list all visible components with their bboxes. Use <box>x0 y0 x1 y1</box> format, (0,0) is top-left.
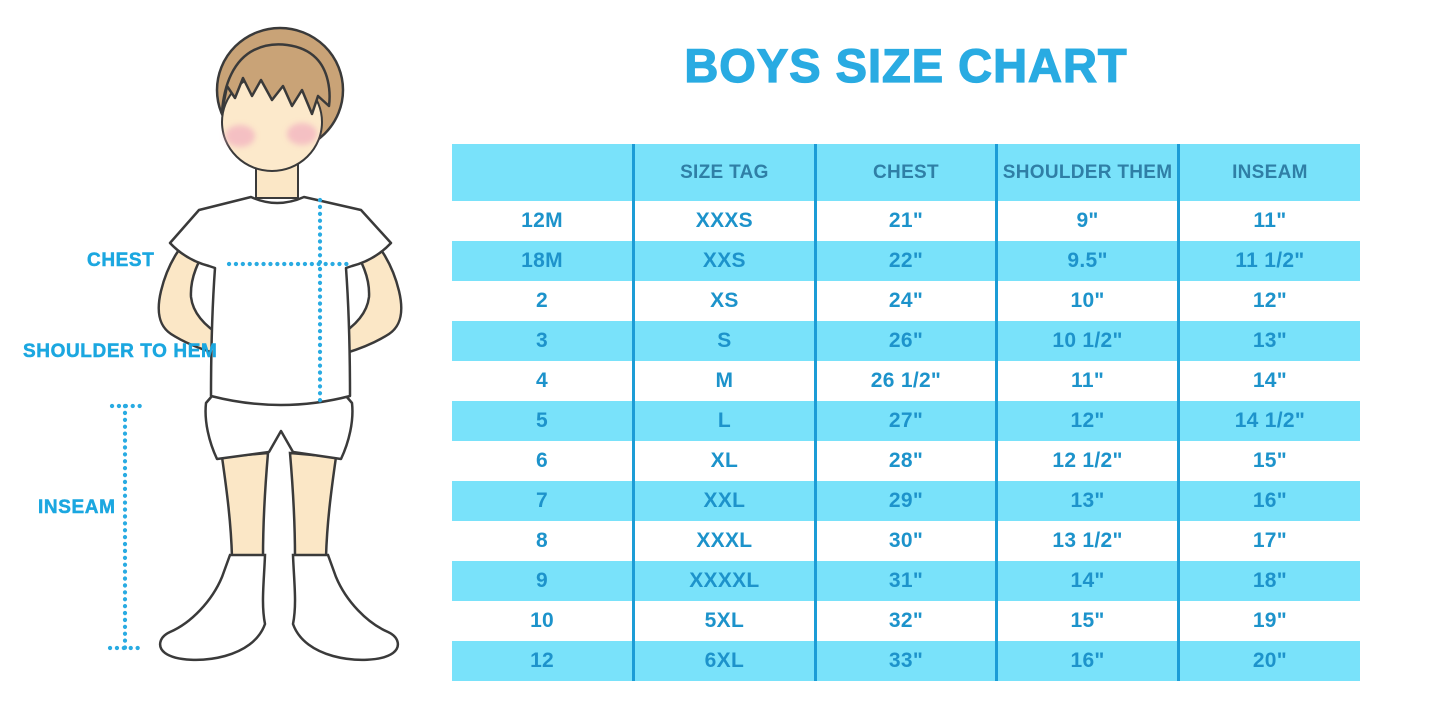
measurement-lines <box>107 197 354 651</box>
table-cell: 12 <box>530 649 555 672</box>
blush-right <box>287 123 317 145</box>
table-cell: 16" <box>1176 481 1360 521</box>
table-cell: 3 <box>536 329 549 352</box>
table-cell: 13 1/2" <box>995 521 1179 561</box>
column-header-size-tag: SIZE TAG <box>632 144 816 201</box>
table-cell: 21" <box>813 201 997 241</box>
table-cell: 2 <box>536 289 549 312</box>
table-cell: 5XL <box>632 601 816 641</box>
table-cell: 14" <box>995 561 1179 601</box>
table-row: 5 L 27" 12" 14 1/2" <box>452 401 1360 441</box>
right-sock <box>291 553 400 662</box>
table-cell: 12 1/2" <box>995 441 1179 481</box>
blush-left <box>225 125 255 147</box>
table-cell: 9.5" <box>995 241 1179 281</box>
table-cell: 24" <box>813 281 997 321</box>
table-cell: 10" <box>995 281 1179 321</box>
table-cell: M <box>632 361 816 401</box>
header-row: SIZE TAG CHEST SHOULDER THEM INSEAM <box>452 144 1360 201</box>
column-header-chest: CHEST <box>813 144 997 201</box>
table-cell: XXL <box>632 481 816 521</box>
table-row: 8 XXXL 30" 13 1/2" 17" <box>452 521 1360 561</box>
table-cell: 19" <box>1176 601 1360 641</box>
table-cell: 11 1/2" <box>1176 241 1360 281</box>
table-cell: 17" <box>1176 521 1360 561</box>
column-header-size <box>452 144 634 201</box>
table-cell: 11" <box>995 361 1179 401</box>
boy-figure-svg <box>107 26 403 662</box>
table-cell: 31" <box>813 561 997 601</box>
table-row: 6 XL 28" 12 1/2" 15" <box>452 441 1360 481</box>
table-cell: 27" <box>813 401 997 441</box>
left-sock <box>158 553 267 662</box>
t-shirt <box>168 195 393 407</box>
table-cell: XXXXL <box>632 561 816 601</box>
table-cell: L <box>632 401 816 441</box>
table-cell: S <box>632 321 816 361</box>
table-cell: 14 1/2" <box>1176 401 1360 441</box>
table-row: 9 XXXXL 31" 14" 18" <box>452 561 1360 601</box>
table-cell: 18" <box>1176 561 1360 601</box>
table-row: 18M XXS 22" 9.5" 11 1/2" <box>452 241 1360 281</box>
chest-label: CHEST <box>87 250 155 272</box>
table-cell: 26" <box>813 321 997 361</box>
table-cell: 9 <box>536 569 549 592</box>
table-cell: 15" <box>1176 441 1360 481</box>
table-cell: 4 <box>536 369 549 392</box>
table-row: 12M XXXS 21" 9" 11" <box>452 201 1360 241</box>
table-cell: 10 1/2" <box>995 321 1179 361</box>
table-cell: 30" <box>813 521 997 561</box>
table-row: 7 XXL 29" 13" 16" <box>452 481 1360 521</box>
table-row: 4 M 26 1/2" 11" 14" <box>452 361 1360 401</box>
table-cell: 7 <box>536 489 549 512</box>
table-cell: XL <box>632 441 816 481</box>
table-cell: 5 <box>536 409 549 432</box>
shoulder-to-hem-label: SHOULDER TO HEM <box>23 341 218 363</box>
table-cell: 12M <box>521 209 563 232</box>
table-cell: 10 <box>530 609 555 632</box>
hair-fringe <box>220 43 331 116</box>
left-leg <box>220 451 270 559</box>
table-cell: 29" <box>813 481 997 521</box>
column-header-shoulder: SHOULDER THEM <box>995 144 1179 201</box>
table-cell: 18M <box>521 249 563 272</box>
table-cell: 6XL <box>632 641 816 681</box>
inseam-label: INSEAM <box>38 497 116 519</box>
size-chart-table: SIZE TAG CHEST SHOULDER THEM INSEAM 12M … <box>452 144 1360 681</box>
table-row: 2 XS 24" 10" 12" <box>452 281 1360 321</box>
table-cell: XXS <box>632 241 816 281</box>
table-cell: 8 <box>536 529 549 552</box>
table-cell: 12" <box>1176 281 1360 321</box>
left-arm <box>157 228 225 355</box>
table-cell: 12" <box>995 401 1179 441</box>
boy-illustration: CHEST SHOULDER TO HEM INSEAM <box>0 0 460 723</box>
table-cell: 13" <box>1176 321 1360 361</box>
table-row: 10 5XL 32" 15" 19" <box>452 601 1360 641</box>
table-cell: 13" <box>995 481 1179 521</box>
table-cell: 28" <box>813 441 997 481</box>
table-row: 12 6XL 33" 16" 20" <box>452 641 1360 681</box>
table-row: 3 S 26" 10 1/2" 13" <box>452 321 1360 361</box>
table-cell: 14" <box>1176 361 1360 401</box>
table-cell: 26 1/2" <box>813 361 997 401</box>
column-header-inseam: INSEAM <box>1176 144 1360 201</box>
right-leg <box>288 451 338 559</box>
table-cell: XXXL <box>632 521 816 561</box>
table-cell: 22" <box>813 241 997 281</box>
table-cell: 32" <box>813 601 997 641</box>
table-cell: 15" <box>995 601 1179 641</box>
table-cell: 9" <box>995 201 1179 241</box>
table-cell: 16" <box>995 641 1179 681</box>
table-cell: XS <box>632 281 816 321</box>
right-arm <box>335 228 403 355</box>
table-cell: 6 <box>536 449 549 472</box>
table-cell: 20" <box>1176 641 1360 681</box>
table-cell: XXXS <box>632 201 816 241</box>
page-title: BOYS SIZE CHART <box>684 38 1128 92</box>
table-cell: 33" <box>813 641 997 681</box>
table-cell: 11" <box>1176 201 1360 241</box>
